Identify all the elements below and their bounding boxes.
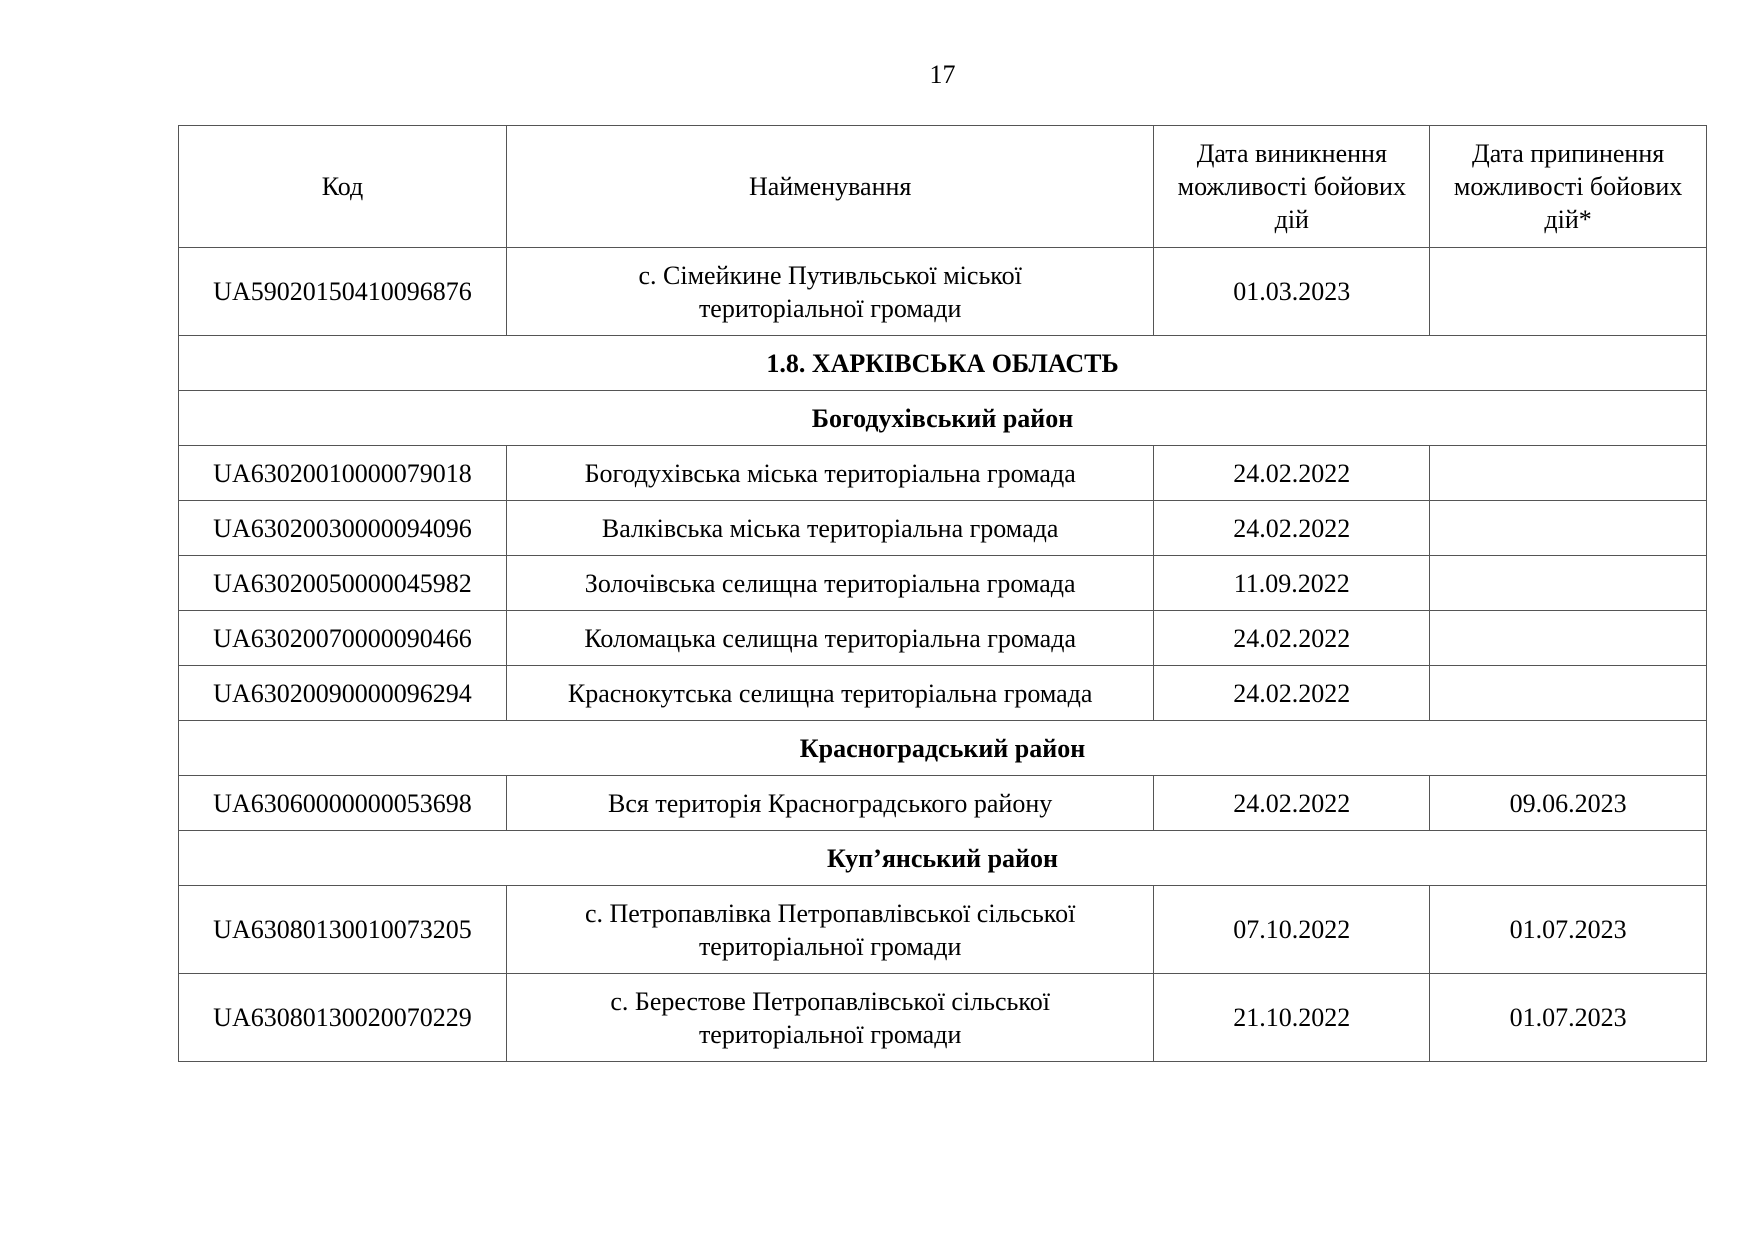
code-cell: UA63080130020070229 <box>178 973 507 1062</box>
table-row: UA63020010000079018 Богодухівська міська … <box>178 445 1707 501</box>
code-cell: UA59020150410096876 <box>178 247 507 336</box>
name-cell: с. Берестове Петропавлівської сільської … <box>505 973 1155 1062</box>
name-cell: Валківська міська територіальна громада <box>505 500 1155 556</box>
table-row: UA63020030000094096 Валківська міська тер… <box>178 500 1707 556</box>
name-cell: Вся територія Красноградського району <box>505 775 1155 831</box>
code-cell: UA63080130010073205 <box>178 885 507 974</box>
table-row: UA63080130020070229 с. Берестове Петропав… <box>178 973 1707 1062</box>
code-cell: UA63060000000053698 <box>178 775 507 831</box>
table-row: UA59020150410096876 с. Сімейкине Путивльс… <box>178 247 1707 336</box>
section-title: Красноградський район <box>178 720 1707 776</box>
start-date-cell: 24.02.2022 <box>1153 445 1431 501</box>
header-start-date: Дата виникнення можливості бойових дій <box>1153 125 1431 248</box>
section-title: Куп’янський район <box>178 830 1707 886</box>
start-date-cell: 24.02.2022 <box>1153 665 1431 721</box>
page-number: 17 <box>929 60 956 89</box>
end-date-cell <box>1429 555 1707 611</box>
name-cell: с. Сімейкине Путивльської міської терито… <box>505 247 1155 336</box>
name-cell: с. Петропавлівка Петропавлівської сільсь… <box>505 885 1155 974</box>
end-date-cell: 09.06.2023 <box>1429 775 1707 831</box>
header-name: Найменування <box>505 125 1155 248</box>
table-header-row: Код Найменування Дата виникнення можливо… <box>178 125 1707 248</box>
combat-zones-table: Код Найменування Дата виникнення можливо… <box>178 125 1707 1062</box>
section-title: 1.8. ХАРКІВСЬКА ОБЛАСТЬ <box>178 335 1707 391</box>
section-row: Куп’янський район <box>178 830 1707 886</box>
table-row: UA63020090000096294 Краснокутська селищна… <box>178 665 1707 721</box>
name-cell: Краснокутська селищна територіальна гром… <box>505 665 1155 721</box>
code-cell: UA63020070000090466 <box>178 610 507 666</box>
start-date-cell: 07.10.2022 <box>1153 885 1431 974</box>
name-cell: Золочівська селищна територіальна громад… <box>505 555 1155 611</box>
section-row: Богодухівський район <box>178 390 1707 446</box>
end-date-cell <box>1429 500 1707 556</box>
end-date-cell <box>1429 665 1707 721</box>
end-date-cell <box>1429 247 1707 336</box>
start-date-cell: 11.09.2022 <box>1153 555 1431 611</box>
start-date-cell: 24.02.2022 <box>1153 500 1431 556</box>
section-row: 1.8. ХАРКІВСЬКА ОБЛАСТЬ <box>178 335 1707 391</box>
start-date-cell: 01.03.2023 <box>1153 247 1431 336</box>
table-row: UA63020070000090466 Коломацька селищна те… <box>178 610 1707 666</box>
end-date-cell: 01.07.2023 <box>1429 973 1707 1062</box>
code-cell: UA63020050000045982 <box>178 555 507 611</box>
table-row: UA63020050000045982 Золочівська селищна т… <box>178 555 1707 611</box>
table-row: UA63080130010073205 с. Петропавлівка Петр… <box>178 885 1707 974</box>
header-end-date: Дата припинення можливості бойових дій* <box>1429 125 1707 248</box>
code-cell: UA63020030000094096 <box>178 500 507 556</box>
end-date-cell: 01.07.2023 <box>1429 885 1707 974</box>
header-code: Код <box>178 125 507 248</box>
table-row: UA63060000000053698 Вся територія Красног… <box>178 775 1707 831</box>
code-cell: UA63020010000079018 <box>178 445 507 501</box>
section-row: Красноградський район <box>178 720 1707 776</box>
end-date-cell <box>1429 445 1707 501</box>
name-cell: Коломацька селищна територіальна громада <box>505 610 1155 666</box>
name-cell: Богодухівська міська територіальна грома… <box>505 445 1155 501</box>
start-date-cell: 24.02.2022 <box>1153 610 1431 666</box>
section-title: Богодухівський район <box>178 390 1707 446</box>
start-date-cell: 21.10.2022 <box>1153 973 1431 1062</box>
code-cell: UA63020090000096294 <box>178 665 507 721</box>
end-date-cell <box>1429 610 1707 666</box>
start-date-cell: 24.02.2022 <box>1153 775 1431 831</box>
